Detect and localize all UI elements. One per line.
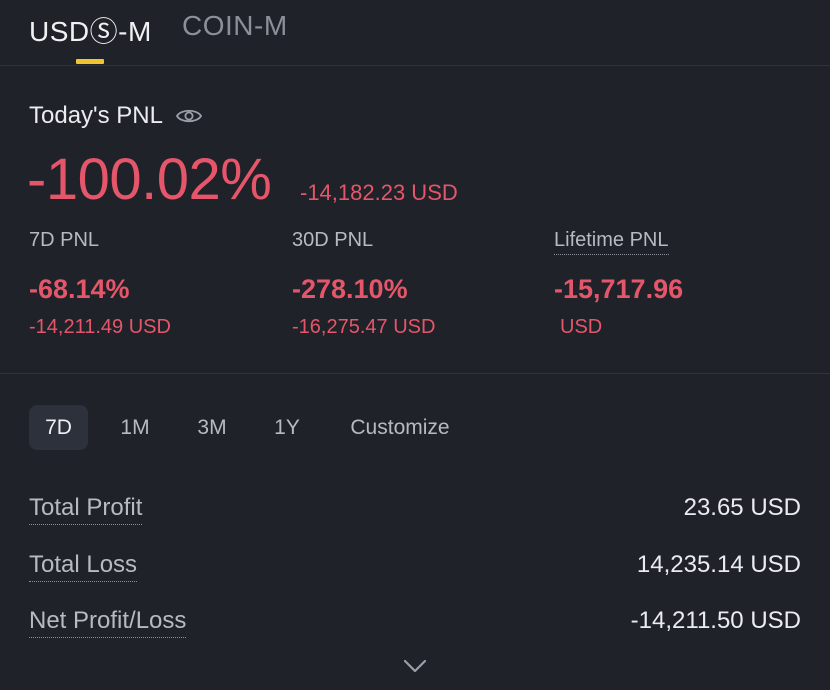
chevron-down-icon[interactable] — [402, 658, 428, 674]
market-tabs: USDⓈ-M COIN-M — [0, 0, 830, 66]
section-divider — [0, 373, 830, 374]
range-7d-button[interactable]: 7D — [29, 405, 88, 450]
total-loss-label[interactable]: Total Loss — [29, 551, 138, 582]
range-1m-button[interactable]: 1M — [120, 416, 150, 439]
total-profit-value: 23.65 USD — [683, 494, 801, 521]
30d-pnl-label: 30D PNL — [292, 229, 374, 251]
7d-pnl-usd: -14,211.49 USD — [29, 316, 171, 338]
tab-usds-m[interactable]: USDⓈ-M — [29, 16, 152, 47]
30d-pnl-percent: -278.10% — [292, 274, 408, 304]
30d-pnl-usd: -16,275.47 USD — [292, 316, 436, 338]
lifetime-pnl-value: -15,717.96 — [554, 274, 684, 304]
range-customize-button[interactable]: Customize — [350, 416, 450, 439]
total-profit-label[interactable]: Total Profit — [29, 494, 143, 525]
range-3m-button[interactable]: 3M — [197, 416, 227, 439]
lifetime-pnl-unit: USD — [560, 316, 603, 338]
tab-coin-m[interactable]: COIN-M — [182, 10, 288, 41]
net-profit-loss-value: -14,211.50 USD — [630, 607, 801, 634]
net-profit-loss-label[interactable]: Net Profit/Loss — [29, 607, 187, 638]
7d-pnl-label: 7D PNL — [29, 229, 100, 251]
todays-pnl-usd: -14,182.23 USD — [300, 180, 458, 205]
7d-pnl-percent: -68.14% — [29, 274, 130, 304]
todays-pnl-percent: -100.02% — [27, 147, 272, 212]
todays-pnl-title: Today's PNL — [29, 102, 163, 129]
active-tab-indicator — [76, 59, 104, 64]
range-1y-button[interactable]: 1Y — [274, 416, 300, 439]
total-loss-value: 14,235.14 USD — [636, 551, 801, 578]
lifetime-pnl-label[interactable]: Lifetime PNL — [554, 229, 669, 255]
eye-icon[interactable] — [175, 106, 203, 126]
